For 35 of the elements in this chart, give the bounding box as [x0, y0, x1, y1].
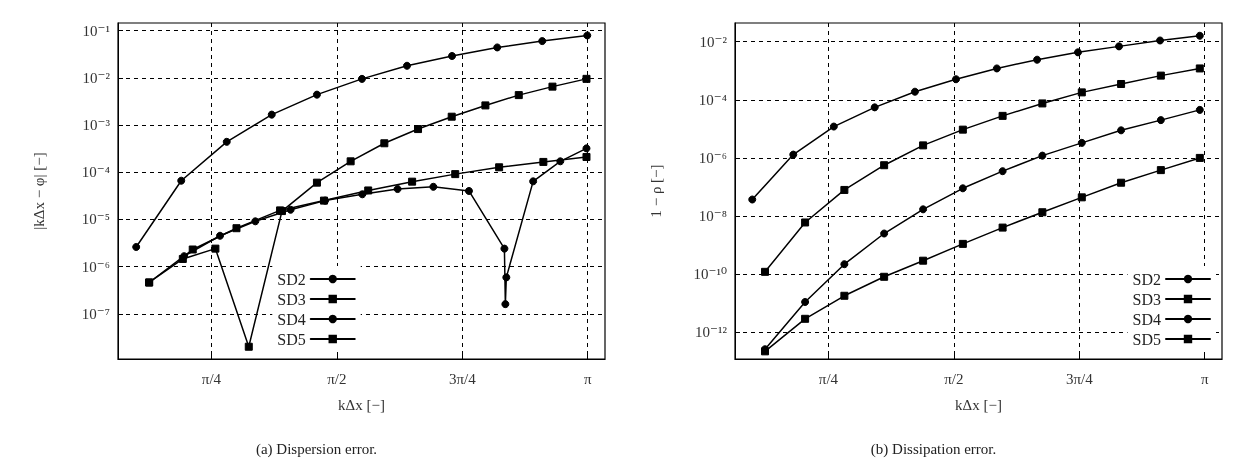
- y-tick-label: 10⁻²: [699, 33, 728, 50]
- legend-label: SD4: [277, 310, 306, 328]
- text: (b) Dissipation error.: [870, 440, 997, 458]
- legend-label: SD2: [277, 270, 306, 288]
- legend-label: SD5: [1132, 330, 1161, 348]
- x-axis-title: kΔx [−]: [955, 396, 1002, 413]
- y-axis-title: 1 − ρ [−]: [647, 164, 664, 218]
- y-tick-label: 10⁻²: [82, 69, 111, 86]
- y-tick-label: 10⁻⁵: [81, 211, 110, 228]
- y-tick-label: 10⁻⁶: [81, 258, 110, 275]
- y-tick-label: 10⁻⁴: [81, 164, 110, 181]
- y-axis-title: |kΔx − φ| [−]: [30, 152, 47, 230]
- x-tick-label: π/2: [944, 370, 964, 387]
- x-tick-label: 3π/4: [1065, 370, 1094, 387]
- y-tick-label: 10⁻⁶: [698, 149, 727, 166]
- x-tick-label: π: [583, 370, 592, 387]
- legend-label: SD3: [1132, 290, 1161, 308]
- y-tick-label: 10⁻¹: [82, 22, 110, 39]
- y-tick-label: 10⁻³: [82, 117, 111, 133]
- y-tick-label: 10⁻¹²: [695, 324, 728, 341]
- x-tick-label: π/4: [201, 370, 222, 387]
- y-tick-label: 10⁻⁷: [81, 305, 110, 322]
- legend-label: SD5: [277, 330, 306, 348]
- y-tick-label: 10⁻¹⁰: [693, 266, 727, 283]
- legend-label: SD4: [1132, 310, 1161, 328]
- legend-label: SD2: [1132, 270, 1161, 288]
- x-tick-label: π/4: [818, 370, 839, 387]
- text: (a) Dispersion error.: [255, 440, 378, 458]
- y-tick-label: 10⁻⁴: [698, 91, 727, 108]
- x-tick-label: π: [1200, 370, 1209, 387]
- x-axis-title: kΔx [−]: [338, 396, 385, 413]
- x-tick-label: 3π/4: [448, 370, 477, 387]
- y-tick-label: 10⁻⁸: [698, 208, 727, 225]
- legend-label: SD3: [277, 290, 306, 308]
- x-tick-label: π/2: [327, 370, 347, 387]
